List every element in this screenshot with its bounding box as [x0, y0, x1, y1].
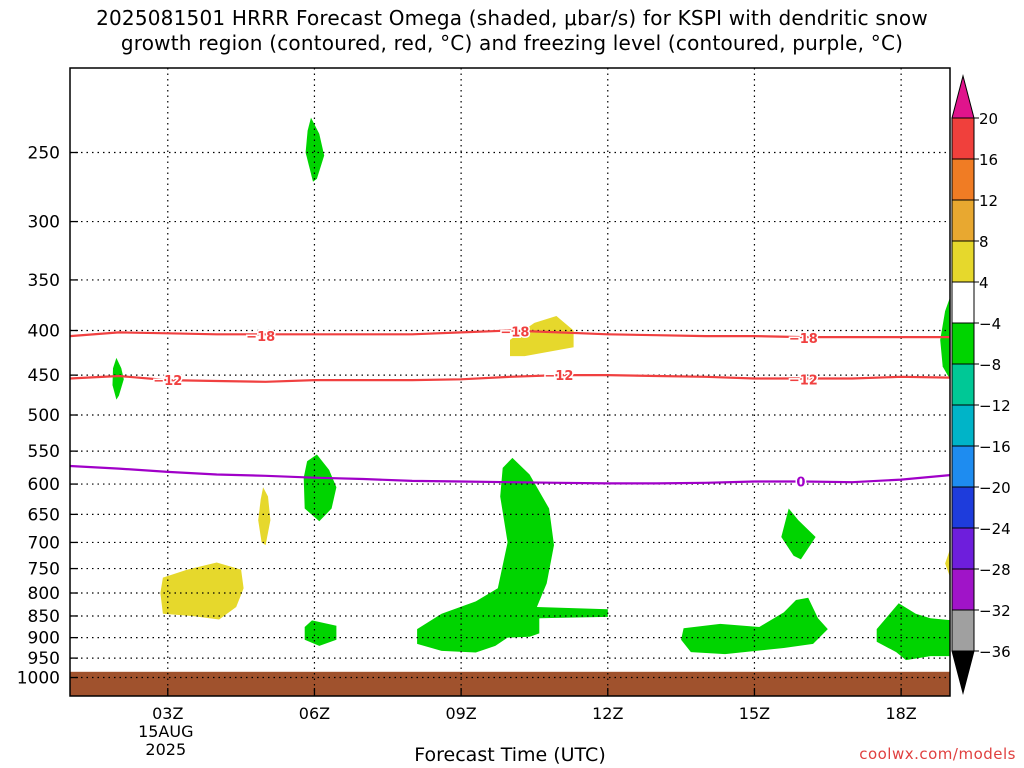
plot-frame [69, 67, 951, 697]
y-tick-label-650: 650 [28, 505, 60, 525]
colorbar-bottom-arrow [951, 650, 975, 695]
y-tick-label-400: 400 [28, 322, 60, 342]
omega-region-3 [303, 454, 337, 522]
chart-title-line-2: growth region (contoured, red, °C) and f… [120, 31, 904, 55]
omega-region-8 [876, 603, 950, 661]
colorbar-label: −20 [979, 479, 1011, 497]
y-tick-label-1000: 1000 [17, 669, 60, 689]
contour-line--12 [70, 374, 950, 383]
omega-region-11 [258, 487, 271, 546]
colorbar-band-6 [951, 322, 975, 365]
temperature-contours: −18 −18 −18 −12 −12 −12 0 [70, 324, 950, 492]
y-tick-label-500: 500 [28, 406, 60, 426]
contour-line--18 [70, 329, 950, 339]
x-tick-label-12Z: 12Z [592, 704, 623, 723]
colorbar-band-3 [951, 199, 975, 242]
credit-link[interactable]: coolwx.com/models [859, 745, 1016, 763]
omega-region-13 [945, 549, 950, 577]
omega-region-1 [305, 117, 325, 182]
contour-label--12: −12 [789, 373, 818, 388]
y-tick-label-750: 750 [28, 560, 60, 580]
contour-label--12: −12 [153, 374, 182, 389]
colorbar-band-10 [951, 486, 975, 529]
y-tick-label-900: 900 [28, 629, 60, 649]
contour-label--18: −18 [789, 332, 818, 347]
x-tick-sublabel: 2025 [145, 740, 186, 759]
x-tick-label-15Z: 15Z [739, 704, 770, 723]
colorbar-label: 16 [979, 151, 998, 169]
colorbar-top-arrow [951, 74, 975, 119]
x-tick-label-18Z: 18Z [885, 704, 916, 723]
omega-region-9 [940, 297, 950, 380]
colorbar-label: −4 [979, 315, 1001, 333]
chart-title-line-1: 2025081501 HRRR Forecast Omega (shaded, … [96, 6, 928, 30]
omega-region-4 [417, 457, 608, 653]
x-tick-label-03Z: 03Z [152, 704, 183, 723]
colorbar-band-9 [951, 445, 975, 488]
y-tick-label-600: 600 [28, 475, 60, 495]
colorbar-label: 20 [979, 110, 998, 128]
colorbar-band-7 [951, 363, 975, 406]
contour-label--18: −18 [246, 330, 275, 345]
colorbar-band-8 [951, 404, 975, 447]
y-tick-label-350: 350 [28, 271, 60, 291]
omega-region-10 [510, 316, 574, 357]
omega-region-6 [781, 508, 816, 560]
ground-fill [70, 671, 950, 696]
x-tick-label-09Z: 09Z [445, 704, 476, 723]
omega-region-12 [160, 562, 244, 620]
omega-shading [112, 117, 950, 661]
y-tick-label-950: 950 [28, 649, 60, 669]
y-tick-label-250: 250 [28, 144, 60, 164]
contour-label--12: −12 [544, 369, 573, 384]
colorbar-band-13 [951, 609, 975, 652]
colorbar-band-1 [951, 117, 975, 160]
x-tick-sublabel: 15AUG [138, 722, 193, 741]
colorbar-label: −16 [979, 438, 1011, 456]
colorbar-band-2 [951, 158, 975, 201]
x-tick-label-06Z: 06Z [299, 704, 330, 723]
contour-label-0: 0 [796, 476, 805, 491]
plot-axes: 2503003504004505005506006507007508008509… [17, 67, 951, 759]
colorbar-band-4 [951, 240, 975, 283]
colorbar-band-12 [951, 568, 975, 611]
colorbar-label: −28 [979, 561, 1011, 579]
omega-region-7 [681, 597, 828, 655]
y-tick-label-550: 550 [28, 442, 60, 462]
y-tick-label-850: 850 [28, 607, 60, 627]
y-tick-label-800: 800 [28, 584, 60, 604]
colorbar: 20 16 12 8 4 −4 −8 −12 −16 −20 −24 −28 −32 −36 [951, 74, 1011, 695]
colorbar-band-11 [951, 527, 975, 570]
colorbar-label: 8 [979, 233, 989, 251]
colorbar-label: −8 [979, 356, 1001, 374]
colorbar-label: −36 [979, 643, 1011, 661]
colorbar-label: −24 [979, 520, 1011, 538]
colorbar-label: 4 [979, 274, 989, 292]
colorbar-band-5 [951, 281, 975, 324]
contour-line-0 [70, 464, 950, 485]
contour-label--18: −18 [500, 325, 529, 340]
y-tick-label-700: 700 [28, 533, 60, 553]
colorbar-label: −32 [979, 602, 1011, 620]
y-tick-label-450: 450 [28, 366, 60, 386]
omega-region-5 [304, 620, 337, 646]
colorbar-label: 12 [979, 192, 998, 210]
x-axis-label: Forecast Time (UTC) [414, 744, 606, 766]
omega-region-2 [112, 357, 124, 400]
grid-lines [70, 68, 950, 696]
colorbar-label: −12 [979, 397, 1011, 415]
ground-layer [70, 671, 950, 696]
y-tick-label-300: 300 [28, 213, 60, 233]
